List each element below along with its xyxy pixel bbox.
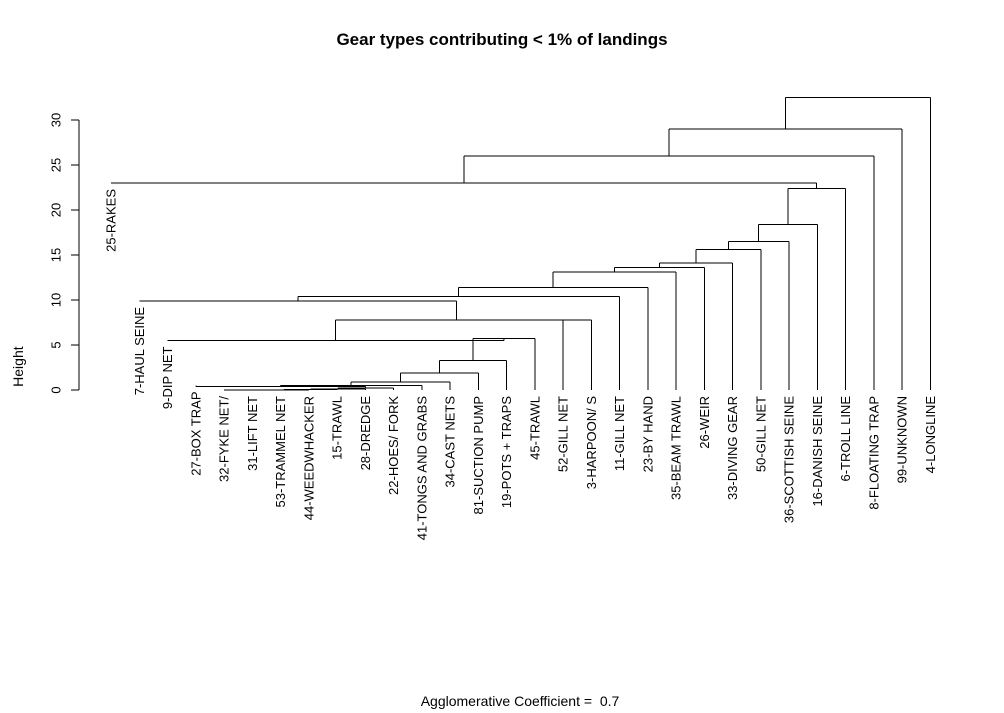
leaf-label: 26-WEIR — [697, 396, 712, 449]
leaf-label: 33-DIVING GEAR — [725, 396, 740, 500]
agglomerative-coefficient: Agglomerative Coefficient = 0.7 — [0, 693, 1004, 709]
leaf-label: 16-DANISH SEINE — [810, 396, 825, 507]
leaf-label: 36-SCOTTISH SEINE — [782, 396, 797, 523]
y-axis-label: Height — [10, 346, 26, 387]
leaf-label: 34-CAST NETS — [443, 396, 458, 488]
leaf-label: 52-GILL NET — [556, 396, 571, 472]
leaf-label: 28-DREDGE — [358, 396, 373, 471]
y-tick-label: 5 — [49, 341, 64, 348]
leaf-label: 9-DIP NET — [160, 346, 175, 409]
leaf-label: 15-TRAWL — [330, 396, 345, 460]
leaf-label: 7-HAUL SEINE — [132, 307, 147, 396]
y-tick-label: 30 — [49, 113, 64, 127]
coefficient-label: Agglomerative Coefficient = — [420, 693, 593, 709]
leaf-label: 19-POTS + TRAPS — [499, 396, 514, 508]
leaf-label: 81-SUCTION PUMP — [471, 396, 486, 514]
y-tick-label: 25 — [49, 158, 64, 172]
leaf-label: 22-HOES/ FORK — [386, 396, 401, 495]
leaf-label: 50-GILL NET — [753, 396, 768, 472]
leaf-label: 27-BOX TRAP — [188, 392, 203, 476]
leaf-label: 23-BY HAND — [640, 396, 655, 472]
leaf-label: 8-FLOATING TRAP — [866, 396, 881, 510]
leaf-label: 41-TONGS AND GRABS — [414, 396, 429, 541]
leaf-label: 53-TRAMMEL NET — [273, 396, 288, 508]
leaf-label: 99-UNKNOWN — [895, 396, 910, 483]
leaf-label: 4-LONGLINE — [923, 396, 938, 474]
leaf-label: 6-TROLL LINE — [838, 396, 853, 482]
leaf-label: 35-BEAM TRAWL — [669, 396, 684, 500]
coefficient-value: 0.7 — [599, 693, 620, 709]
leaf-label: 32-FYKE NET/ — [217, 396, 232, 482]
leaf-label: 11-GILL NET — [612, 396, 627, 471]
y-tick-label: 20 — [49, 203, 64, 217]
chart-title: Gear types contributing < 1% of landings — [336, 30, 668, 49]
leaf-label: 31-LIFT NET — [245, 396, 260, 471]
leaf-label: 3-HARPOON/ S — [584, 396, 599, 490]
y-tick-label: 10 — [49, 293, 64, 307]
leaf-label: 44-WEEDWHACKER — [301, 396, 316, 520]
leaf-label: 45-TRAWL — [527, 396, 542, 460]
leaf-label: 25-RAKES — [104, 189, 119, 252]
y-tick-label: 0 — [49, 386, 64, 393]
y-tick-label: 15 — [49, 248, 64, 262]
